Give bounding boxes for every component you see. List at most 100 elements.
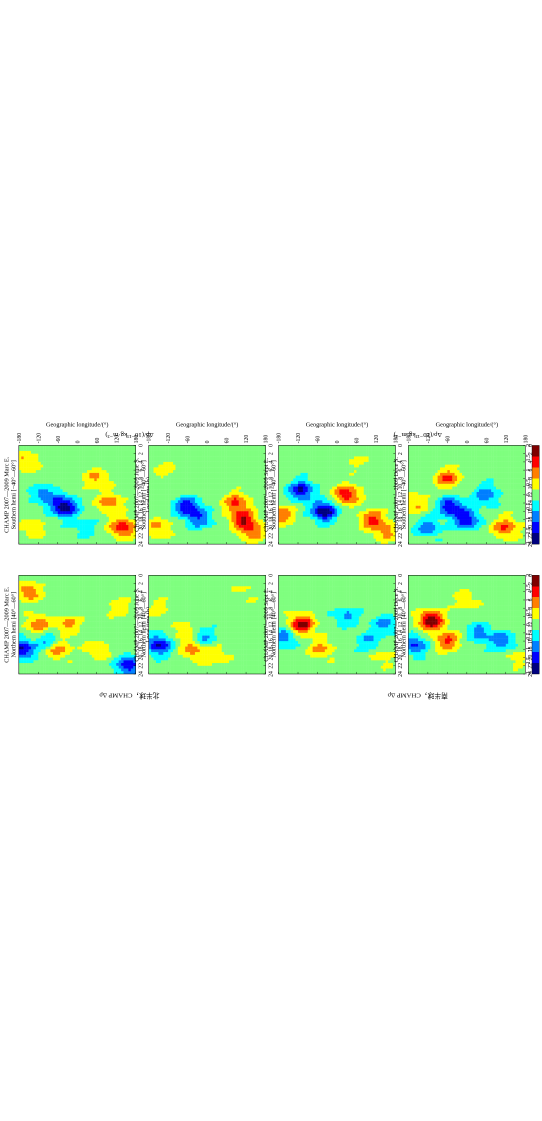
heatmap-cell <box>151 638 154 642</box>
heatmap-cell <box>332 660 335 664</box>
heatmap-cell <box>302 649 306 653</box>
heatmap-cell <box>38 665 41 669</box>
heatmap-cell <box>123 649 127 653</box>
heatmap-cell <box>378 657 382 661</box>
heatmap-cell <box>363 613 367 617</box>
heatmap-cell <box>290 624 294 628</box>
heatmap-cell <box>26 577 29 581</box>
heatmap-cell <box>302 632 306 636</box>
heatmap-cell <box>65 643 68 647</box>
heatmap-cell <box>60 616 63 620</box>
heatmap-cell <box>111 597 114 600</box>
heatmap-cell <box>192 605 196 609</box>
heatmap-cell <box>226 591 230 595</box>
heatmap-cell <box>293 594 296 598</box>
heatmap-cell <box>317 613 321 617</box>
heatmap-cell <box>106 616 110 620</box>
heatmap-cell <box>148 605 152 609</box>
heatmap-cell <box>339 651 343 655</box>
heatmap-cell <box>28 610 32 614</box>
heatmap-cell <box>233 591 237 595</box>
heatmap-cell <box>233 654 237 658</box>
heatmap-cell <box>65 646 68 650</box>
heatmap-cell <box>40 629 44 633</box>
heatmap-cell <box>253 613 257 617</box>
heatmap-cell <box>50 583 54 587</box>
heatmap-cell <box>346 618 350 622</box>
heatmap-cell <box>163 621 166 625</box>
heatmap-cell <box>204 635 208 639</box>
heatmap-cell <box>26 651 29 655</box>
heatmap-cell <box>373 671 377 674</box>
heatmap-cell <box>246 668 249 672</box>
heatmap-cell <box>378 632 382 636</box>
heatmap-cell <box>383 649 386 653</box>
heatmap-cell <box>111 580 114 584</box>
heatmap-cell <box>209 638 213 642</box>
heatmap-cell <box>302 646 306 650</box>
heatmap-cell <box>40 668 44 672</box>
heatmap-cell <box>113 662 117 666</box>
heatmap-cell <box>148 640 152 644</box>
heatmap-cell <box>329 671 333 674</box>
heatmap-cell <box>35 624 39 628</box>
heatmap-cell <box>18 602 22 606</box>
heatmap-cell <box>57 588 61 592</box>
heatmap-cell <box>106 643 110 647</box>
heatmap-cell <box>187 575 191 579</box>
heatmap-cell <box>151 597 154 600</box>
heatmap-cell <box>229 643 232 647</box>
heatmap-cell <box>329 660 333 664</box>
heatmap-cell <box>211 586 215 590</box>
heatmap-cell <box>373 646 377 650</box>
heatmap-cell <box>111 577 114 581</box>
heatmap-cell <box>295 671 299 674</box>
heatmap-cell <box>344 662 347 666</box>
heatmap-cell <box>243 624 247 628</box>
heatmap-cell <box>329 607 333 611</box>
heatmap-cell <box>258 638 261 642</box>
lt-tick-label: 12 <box>138 622 144 628</box>
heatmap-cell <box>165 610 169 614</box>
heatmap-cell <box>363 649 367 653</box>
heatmap-cell <box>170 640 174 644</box>
heatmap-cell <box>351 594 355 598</box>
heatmap-cell <box>175 646 179 650</box>
heatmap-cell <box>295 597 299 600</box>
heatmap-cell <box>18 662 22 666</box>
heatmap-cell <box>28 668 32 672</box>
heatmap-cell <box>363 594 367 598</box>
heatmap-cell <box>106 597 110 600</box>
heatmap-cell <box>113 616 117 620</box>
heatmap-cell <box>118 580 122 584</box>
heatmap-cell <box>285 640 289 644</box>
heatmap-cell <box>82 632 85 636</box>
heatmap-cell <box>121 594 124 598</box>
heatmap-cell <box>86 613 90 617</box>
heatmap-cell <box>158 627 162 631</box>
heatmap-cell <box>69 591 73 595</box>
heatmap-cell <box>30 640 34 644</box>
heatmap-cell <box>116 607 119 611</box>
heatmap-cell <box>248 621 252 625</box>
heatmap-cell <box>55 662 58 666</box>
heatmap-cell <box>253 649 257 653</box>
heatmap-cell <box>74 649 78 653</box>
heatmap-cell <box>84 665 88 669</box>
heatmap-cell <box>50 646 54 650</box>
heatmap-cell <box>160 671 164 674</box>
heatmap-cell <box>344 635 347 639</box>
heatmap-cell <box>248 629 252 633</box>
heatmap-cell <box>288 665 291 669</box>
heatmap-cell <box>50 586 54 590</box>
heatmap-cell <box>305 660 308 664</box>
heatmap-cell <box>250 651 254 655</box>
heatmap-cell <box>211 621 215 625</box>
heatmap-cell <box>182 597 186 600</box>
heatmap-cell <box>351 654 355 658</box>
heatmap-cell <box>248 618 252 622</box>
heatmap-cell <box>194 605 198 609</box>
heatmap-cell <box>380 599 384 603</box>
heatmap-cell <box>177 629 181 633</box>
heatmap-cell <box>190 668 193 672</box>
